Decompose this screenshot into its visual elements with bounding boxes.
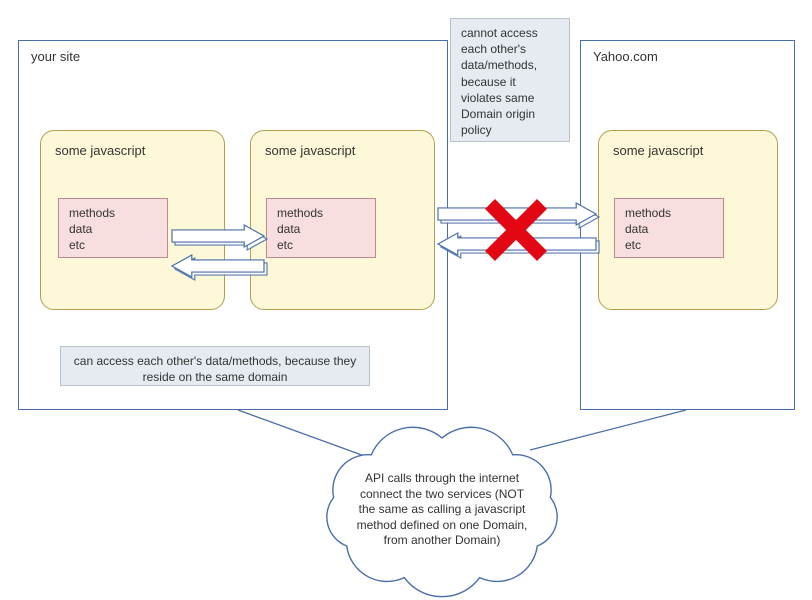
right-site-title: Yahoo.com: [593, 49, 658, 64]
inner-line: methods: [69, 205, 157, 221]
inner-line: data: [69, 221, 157, 237]
inner-line: methods: [277, 205, 365, 221]
cloud-text: API calls through the internet connect t…: [350, 452, 534, 568]
inner-line: etc: [277, 237, 365, 253]
left-site-title: your site: [31, 49, 80, 64]
js-box-a-title: some javascript: [55, 143, 145, 158]
inner-line: methods: [625, 205, 713, 221]
inner-line: etc: [69, 237, 157, 253]
inner-line: data: [625, 221, 713, 237]
inner-box-a: methodsdataetc: [58, 198, 168, 258]
inner-box-b: methodsdataetc: [266, 198, 376, 258]
same-domain-note: can access each other's data/methods, be…: [60, 346, 370, 386]
js-box-c-title: some javascript: [613, 143, 703, 158]
cross-domain-note: cannot access each other's data/methods,…: [450, 18, 570, 142]
inner-box-c: methodsdataetc: [614, 198, 724, 258]
js-box-b-title: some javascript: [265, 143, 355, 158]
inner-line: etc: [625, 237, 713, 253]
inner-line: data: [277, 221, 365, 237]
